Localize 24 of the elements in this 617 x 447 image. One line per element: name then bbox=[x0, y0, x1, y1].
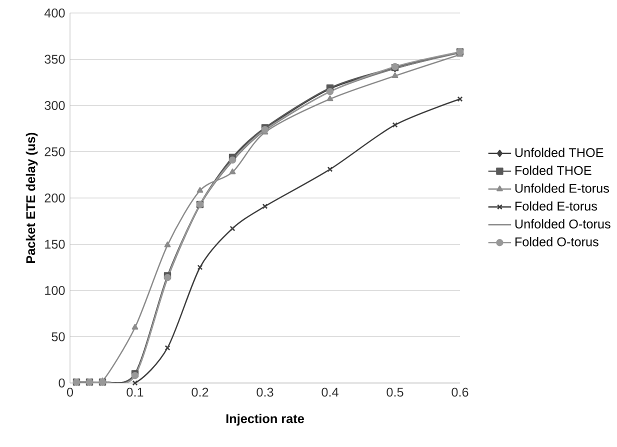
y-tick-label: 350 bbox=[44, 54, 65, 64]
x-axis-title: Injection rate bbox=[226, 414, 304, 426]
x-tick-label: 0.2 bbox=[192, 388, 208, 397]
y-tick-label: 50 bbox=[52, 332, 65, 342]
y-axis-title: Packet ETE delay (us) bbox=[26, 132, 38, 263]
legend-label: Unfolded THOE bbox=[515, 148, 604, 158]
x-tick-label: 0.3 bbox=[256, 388, 274, 397]
y-tick-label: 100 bbox=[45, 286, 65, 295]
x-tick-label: 0.6 bbox=[452, 388, 468, 397]
y-tick-label: 300 bbox=[44, 101, 65, 110]
y-tick-label: 150 bbox=[45, 240, 65, 249]
x-tick-label: 0 bbox=[66, 388, 74, 397]
legend-label: Folded THOE bbox=[515, 166, 592, 175]
y-tick-label: 250 bbox=[44, 147, 65, 156]
x-tick-label: 0.4 bbox=[322, 388, 338, 397]
y-tick-label: 400 bbox=[44, 8, 65, 18]
y-tick-label: 0 bbox=[58, 378, 65, 388]
legend-label: Folded E-torus bbox=[515, 201, 598, 211]
y-tick-label: 200 bbox=[44, 194, 65, 202]
legend-label: Unfolded O-torus bbox=[515, 219, 610, 228]
legend-label: Folded O-torus bbox=[515, 237, 598, 246]
x-tick-label: 0.5 bbox=[386, 388, 404, 397]
legend-label: Unfolded E-torus bbox=[515, 183, 609, 193]
x-tick-label: 0.1 bbox=[126, 388, 144, 397]
